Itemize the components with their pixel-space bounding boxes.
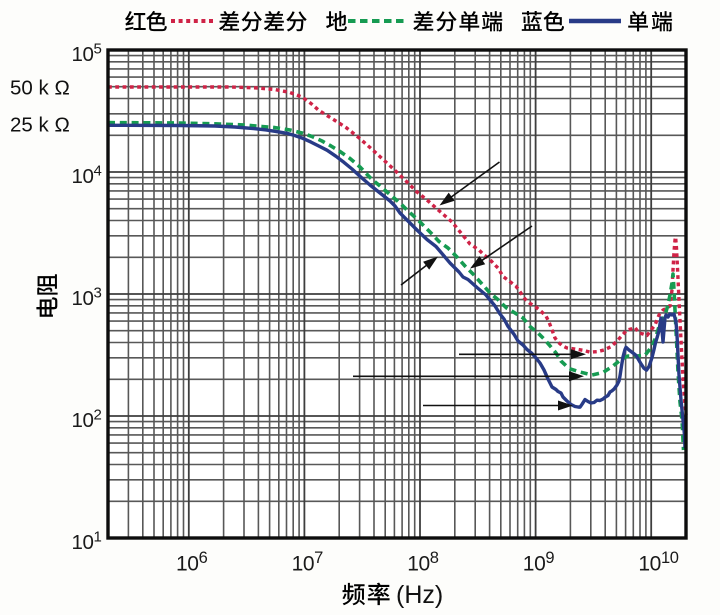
svg-text:(Hz): (Hz)	[396, 581, 443, 609]
svg-text:50 k Ω: 50 k Ω	[10, 77, 70, 100]
svg-text:106: 106	[176, 549, 208, 576]
svg-text:108: 108	[407, 549, 439, 576]
svg-text:25 k Ω: 25 k Ω	[10, 114, 70, 137]
